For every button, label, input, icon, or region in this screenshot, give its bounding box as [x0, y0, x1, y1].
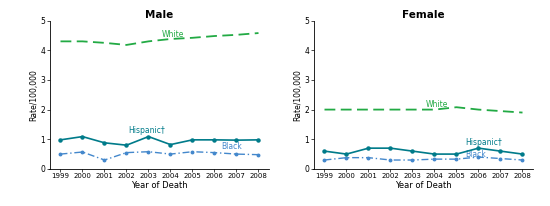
Text: Black: Black — [221, 142, 242, 151]
Title: Female: Female — [402, 10, 445, 20]
Text: Hispanic†: Hispanic† — [129, 126, 166, 135]
X-axis label: Year of Death: Year of Death — [131, 181, 188, 190]
X-axis label: Year of Death: Year of Death — [395, 181, 452, 190]
Title: Male: Male — [145, 10, 174, 20]
Text: White: White — [162, 30, 184, 39]
Text: Black: Black — [465, 150, 486, 159]
Y-axis label: Rate/100,000: Rate/100,000 — [29, 69, 38, 121]
Y-axis label: Rate/100,000: Rate/100,000 — [293, 69, 303, 121]
Text: Hispanic†: Hispanic† — [465, 138, 502, 147]
Text: White: White — [426, 100, 448, 109]
